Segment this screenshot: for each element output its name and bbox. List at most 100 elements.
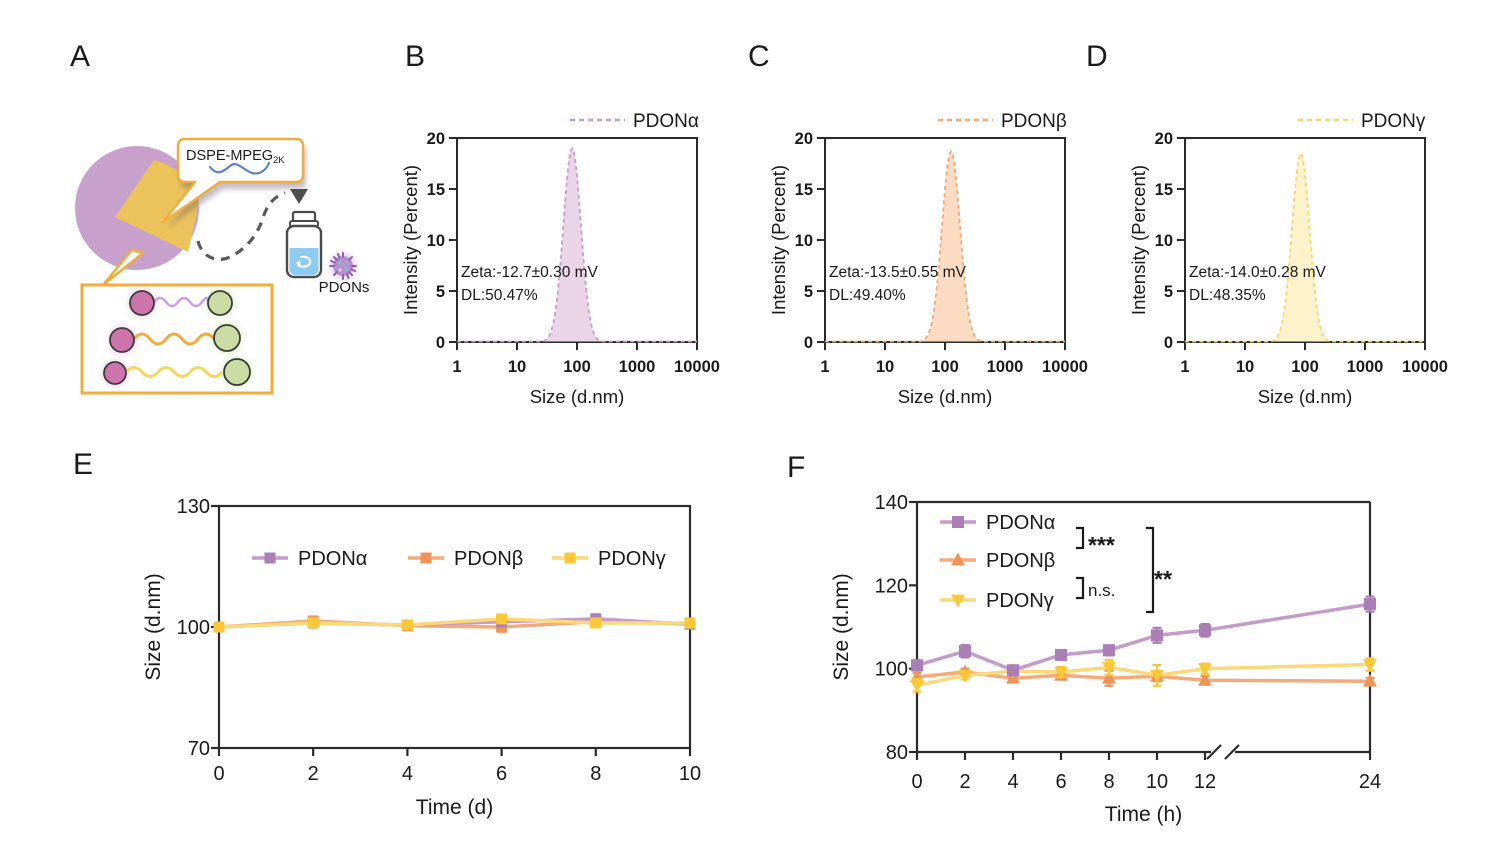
significance-label: n.s. xyxy=(1088,581,1115,600)
vial-icon xyxy=(285,210,323,279)
nanoparticle-core xyxy=(333,256,353,276)
data-point-marker xyxy=(213,621,225,633)
data-point-marker xyxy=(1199,624,1211,637)
x-tick-label: 0 xyxy=(911,771,922,793)
legend-label: PDONα xyxy=(633,111,699,132)
x-tick-label: 4 xyxy=(402,763,413,785)
distribution-curve xyxy=(457,146,697,343)
panel-label-c: C xyxy=(748,40,770,73)
x-tick-label: 10 xyxy=(876,358,894,376)
micelle-wedge xyxy=(115,160,199,252)
panel-e-chart: 70 100 130 0 2 4 6 8 10 Size (d.nm) Time (d) PDONα P… xyxy=(142,496,701,819)
y-tick-label: 80 xyxy=(886,742,908,764)
x-tick-label: 12 xyxy=(1194,771,1216,793)
product-label: PDONs xyxy=(319,279,370,296)
data-point-marker xyxy=(1151,629,1163,642)
callout-pointer xyxy=(101,248,145,287)
y-tick-label: 0 xyxy=(1164,334,1173,352)
panel-label-d: D xyxy=(1086,40,1108,73)
x-tick-label: 6 xyxy=(496,763,507,785)
legend-marker-icon xyxy=(420,552,432,564)
x-tick-label: 8 xyxy=(1103,771,1114,793)
significance-bracket xyxy=(1076,576,1085,600)
legend-label: PDONα xyxy=(986,512,1055,534)
data-point-marker xyxy=(1007,664,1019,677)
y-tick-label: 10 xyxy=(427,232,445,250)
panel-c-chart: PDONβ 0 5 10 15 20 1 10 100 1000 10000 Intensity (P… xyxy=(768,111,1088,407)
nanoparticle-speckles xyxy=(338,260,349,271)
x-tick-label: 1000 xyxy=(987,358,1024,376)
dspe-mpeg-bubble xyxy=(161,137,305,224)
legend-label: PDONβ xyxy=(454,548,523,570)
x-tick-label: 10 xyxy=(1146,771,1168,793)
dl-annotation: DL:50.47% xyxy=(461,287,538,304)
dna-bead-pink xyxy=(129,290,155,316)
y-tick-label: 10 xyxy=(1155,232,1173,250)
stir-swirl-tip xyxy=(296,260,301,267)
y-tick-label: 20 xyxy=(1155,130,1173,148)
y-tick-label: 140 xyxy=(875,492,908,514)
x-tick-label: 10 xyxy=(508,358,526,376)
data-point-marker xyxy=(1150,669,1164,683)
data-point-marker xyxy=(1363,673,1377,687)
distribution-area xyxy=(1185,153,1425,342)
data-point-marker xyxy=(1055,648,1067,661)
legend-marker-icon xyxy=(951,552,965,566)
arrowhead-icon xyxy=(290,189,308,204)
data-point-marker xyxy=(1198,663,1212,677)
zeta-annotation: Zeta:-14.0±0.28 mV xyxy=(1189,264,1327,281)
nanoparticle-speckle xyxy=(338,268,342,272)
nanoparticle-spikes xyxy=(329,252,357,280)
bubble-label: DSPE-MPEG2K xyxy=(186,148,285,166)
legend-label: PDONβ xyxy=(986,550,1055,572)
data-point-marker xyxy=(590,617,602,629)
y-tick-label: 20 xyxy=(795,130,813,148)
x-tick-label: 2 xyxy=(959,771,970,793)
x-tick-label: 10000 xyxy=(674,358,720,376)
significance-label: ** xyxy=(1154,566,1172,592)
zeta-annotation: Zeta:-12.7±0.30 mV xyxy=(461,264,599,281)
x-tick-label: 10 xyxy=(1236,358,1254,376)
zeta-annotation: Zeta:-13.5±0.55 mV xyxy=(829,264,967,281)
x-tick-label: 1 xyxy=(820,358,829,376)
distribution-curve xyxy=(825,149,1065,343)
y-tick-label: 15 xyxy=(427,181,445,199)
x-tick-label: 1 xyxy=(452,358,461,376)
dna-bead-green xyxy=(207,290,233,316)
x-tick-label: 1000 xyxy=(619,358,656,376)
linker-wave-orange xyxy=(132,332,216,346)
y-tick-label: 10 xyxy=(795,232,813,250)
legend-label: PDONγ xyxy=(598,548,666,570)
series-line-PDONα xyxy=(916,602,1371,673)
legend-marker-icon xyxy=(264,552,276,564)
axis-break-slash xyxy=(1224,744,1240,760)
x-axis-title: Time (d) xyxy=(416,796,493,819)
data-point-marker xyxy=(496,613,508,625)
data-point-marker xyxy=(1363,659,1377,672)
dl-annotation: DL:48.35% xyxy=(1189,287,1266,304)
distribution-area xyxy=(457,148,697,342)
x-tick-label: 100 xyxy=(563,358,591,376)
y-axis-title: Intensity (Percent) xyxy=(768,165,789,315)
x-tick-label: 10000 xyxy=(1042,358,1088,376)
y-axis-title: Intensity (Percent) xyxy=(1128,165,1149,315)
series-line-PDONγ xyxy=(218,617,690,629)
y-tick-label: 0 xyxy=(436,334,445,352)
legend-label: PDONβ xyxy=(1001,111,1067,132)
dna-bead-green xyxy=(213,324,241,352)
legend-label: PDONα xyxy=(298,548,367,570)
x-axis-title: Size (d.nm) xyxy=(898,386,993,407)
x-axis-title: Time (h) xyxy=(1105,803,1182,826)
significance-bracket xyxy=(1076,526,1085,550)
data-point-marker xyxy=(1198,672,1212,686)
series-line-PDONγ xyxy=(916,662,1371,688)
linker-wave-purple xyxy=(152,296,210,308)
data-point-marker xyxy=(1102,662,1116,675)
linker-wave-yellow xyxy=(124,366,224,378)
data-point-marker xyxy=(958,669,972,683)
data-point-marker xyxy=(1103,644,1115,657)
x-tick-label: 1 xyxy=(1180,358,1189,376)
dna-bead-pink xyxy=(109,327,135,353)
dashed-arrow-path xyxy=(196,191,286,262)
